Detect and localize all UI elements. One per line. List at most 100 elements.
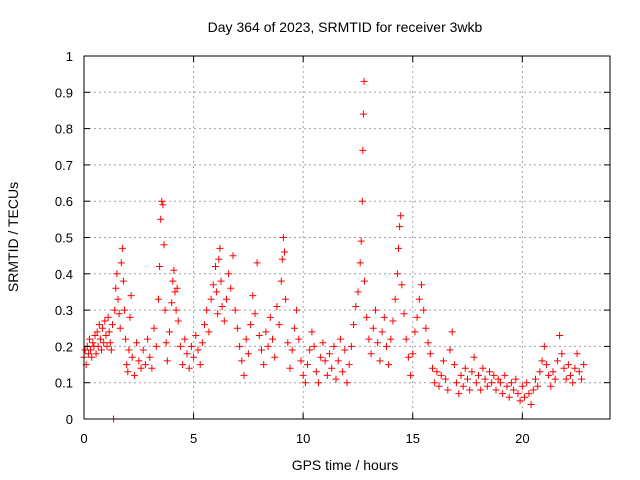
data-point — [402, 335, 410, 343]
data-point — [363, 313, 371, 321]
data-point — [457, 371, 465, 379]
data-point — [264, 342, 272, 350]
data-point — [273, 303, 281, 310]
data-point — [106, 339, 114, 347]
data-point — [196, 361, 204, 369]
data-point — [122, 335, 130, 343]
data-point — [103, 342, 111, 350]
data-point — [190, 353, 198, 361]
y-tick-label: 0.5 — [55, 231, 73, 246]
data-point — [494, 375, 502, 383]
data-point — [171, 288, 179, 296]
data-point — [433, 368, 441, 376]
data-point — [130, 371, 138, 379]
data-point — [137, 364, 145, 372]
data-point — [295, 335, 303, 343]
data-point — [431, 379, 439, 387]
data-point — [160, 241, 168, 249]
data-point — [168, 299, 176, 307]
data-point — [345, 361, 353, 369]
data-point — [249, 292, 257, 300]
data-point — [277, 277, 285, 285]
data-point — [383, 342, 390, 350]
data-point — [286, 364, 294, 372]
data-point — [411, 328, 419, 336]
chart-title: Day 364 of 2023, SRMTID for receiver 3wk… — [208, 19, 483, 35]
data-point — [564, 361, 572, 369]
data-point — [244, 350, 252, 358]
x-tick-label: 5 — [190, 431, 197, 446]
data-point — [290, 324, 298, 332]
data-point — [125, 346, 133, 354]
data-point — [341, 346, 349, 354]
data-point — [215, 255, 223, 263]
data-point — [173, 284, 181, 292]
data-point — [442, 375, 450, 383]
data-point — [159, 201, 167, 209]
data-point — [87, 346, 95, 354]
data-point — [547, 382, 555, 390]
data-point — [400, 310, 408, 318]
data-point — [278, 255, 286, 263]
data-point — [505, 393, 513, 401]
data-point — [538, 357, 546, 365]
data-point — [424, 339, 432, 347]
data-point — [360, 77, 368, 85]
data-point — [123, 361, 131, 369]
data-point — [536, 368, 544, 376]
data-point — [229, 252, 237, 260]
data-point — [453, 379, 461, 387]
data-point — [521, 393, 528, 401]
data-point — [157, 215, 165, 223]
data-point — [284, 339, 292, 347]
data-point — [525, 390, 533, 398]
data-point — [359, 146, 367, 154]
data-point — [306, 346, 314, 354]
data-point — [361, 277, 368, 285]
data-point — [205, 328, 213, 336]
data-point — [569, 379, 577, 387]
data-point — [209, 281, 217, 289]
data-point — [242, 335, 250, 343]
data-point — [282, 295, 290, 303]
data-point — [354, 288, 362, 296]
data-point — [174, 317, 182, 325]
data-point — [115, 310, 123, 318]
data-point — [435, 382, 443, 390]
data-point — [415, 295, 423, 303]
data-point — [162, 339, 170, 347]
data-point — [323, 371, 331, 379]
data-point — [218, 303, 226, 310]
data-point — [88, 353, 96, 361]
data-point — [514, 390, 522, 398]
data-point — [475, 371, 482, 379]
x-tick-label: 15 — [406, 431, 420, 446]
data-point — [420, 306, 428, 314]
data-point — [135, 357, 143, 365]
data-point — [481, 375, 489, 383]
y-tick-label: 0.8 — [55, 122, 73, 137]
data-point — [299, 371, 307, 379]
data-point — [516, 397, 524, 405]
data-point — [334, 357, 342, 365]
data-point — [117, 259, 125, 267]
data-point — [468, 368, 476, 376]
data-point — [374, 339, 382, 347]
data-point — [102, 332, 110, 339]
data-point — [150, 324, 158, 332]
data-point — [271, 353, 279, 361]
data-point — [128, 353, 136, 361]
data-point — [194, 346, 202, 354]
data-point — [312, 368, 320, 376]
data-point — [185, 364, 193, 372]
data-point — [183, 350, 191, 358]
data-point — [201, 321, 208, 329]
data-point — [225, 270, 233, 278]
data-point — [507, 379, 515, 387]
data-point — [158, 197, 166, 205]
y-tick-label: 0.6 — [55, 194, 73, 209]
data-point — [389, 317, 397, 325]
data-point — [357, 237, 365, 245]
data-point — [94, 342, 102, 350]
data-point — [527, 401, 535, 408]
